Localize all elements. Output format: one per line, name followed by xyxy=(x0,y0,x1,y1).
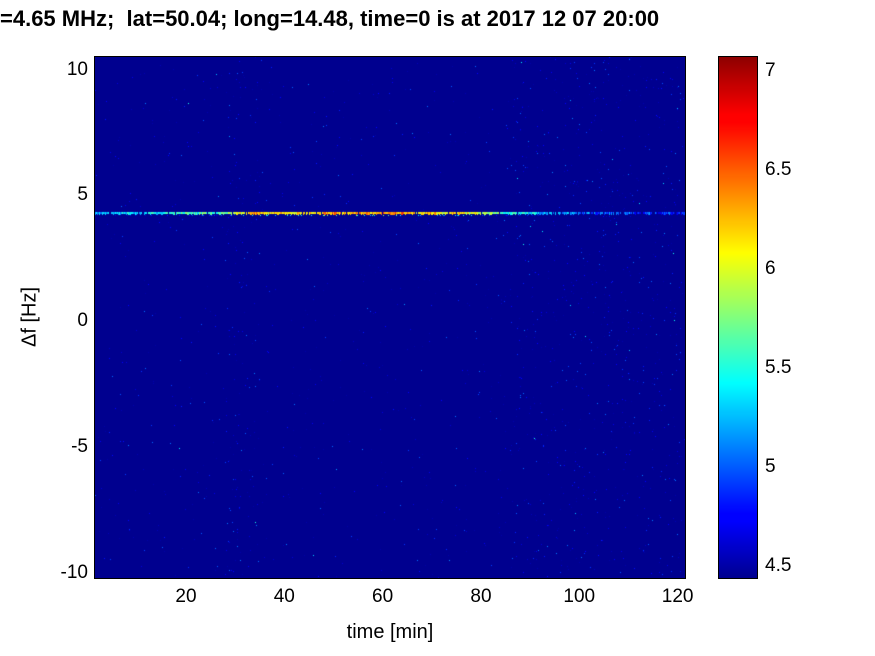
colorbar-tick-label: 4.5 xyxy=(765,555,792,577)
colorbar-tick-label: 5 xyxy=(765,456,776,478)
plot-area xyxy=(94,56,686,579)
colorbar xyxy=(718,56,758,579)
colorbar-tick-label: 6.5 xyxy=(765,158,792,180)
x-tick-label: 120 xyxy=(661,586,694,607)
x-tick-label: 20 xyxy=(175,586,197,607)
colorbar-tick-label: 6 xyxy=(765,257,776,279)
x-tick-label: 80 xyxy=(470,586,492,607)
x-axis-label: time [min] xyxy=(346,621,434,643)
colorbar-tick-label: 5.5 xyxy=(765,357,792,378)
y-tick-label: 0 xyxy=(77,310,88,332)
x-tick-label: 40 xyxy=(273,586,295,607)
y-tick-label: 10 xyxy=(66,58,88,80)
y-tick-label: -10 xyxy=(60,561,88,583)
x-tick-label: 60 xyxy=(372,586,394,607)
y-tick-label: 5 xyxy=(77,184,88,206)
x-tick-label: 100 xyxy=(563,586,596,607)
heatmap-canvas xyxy=(95,57,685,578)
chart-title: =4.65 MHz; lat=50.04; long=14.48, time=0… xyxy=(0,6,660,31)
y-tick-label: -5 xyxy=(71,436,88,458)
colorbar-tick-label: 7 xyxy=(765,59,776,81)
colorbar-canvas xyxy=(719,57,757,578)
